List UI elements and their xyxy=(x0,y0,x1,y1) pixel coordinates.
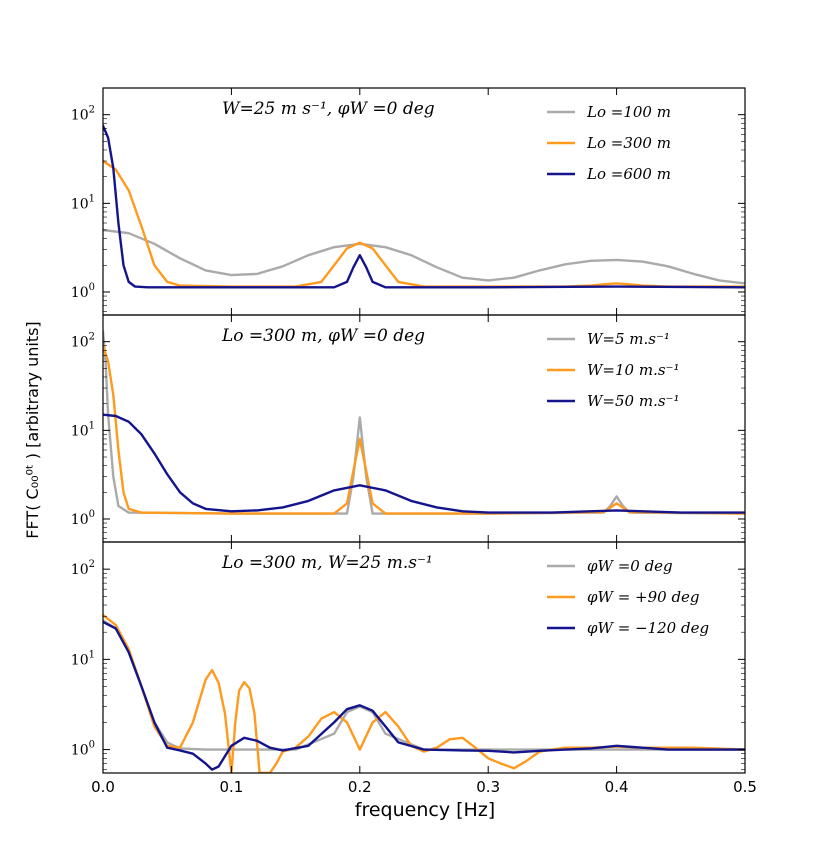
series-line-1 xyxy=(103,330,745,515)
x-tick-label: 0.4 xyxy=(605,778,629,796)
legend-entry: φW =0 deg xyxy=(587,557,673,575)
series-line-2 xyxy=(103,613,745,773)
y-tick-label: 100 xyxy=(71,740,95,759)
legend: φW =0 deg φW = +90 deg φW = −120 deg xyxy=(547,557,709,637)
x-tick-label: 0.5 xyxy=(733,778,757,796)
x-tick-label: 0.3 xyxy=(476,778,500,796)
x-tick-label: 0.1 xyxy=(219,778,243,796)
legend-entry: W=10 m.s⁻¹ xyxy=(587,361,679,379)
legend-entry: Lo =300 m xyxy=(586,134,671,152)
y-tick-label: 100 xyxy=(71,282,95,301)
legend-entry: Lo =100 m xyxy=(586,103,671,121)
panel-title: Lo =300 m, φW =0 deg xyxy=(221,326,425,346)
legend: Lo =100 m Lo =300 m Lo =600 m xyxy=(547,103,671,183)
series-group xyxy=(103,613,745,773)
x-tick-label: 0.0 xyxy=(91,778,115,796)
series-group xyxy=(103,330,745,515)
x-tick-label: 0.2 xyxy=(348,778,372,796)
y-tick-label: 102 xyxy=(71,559,95,578)
series-group xyxy=(103,124,745,289)
series-line-3 xyxy=(103,413,745,514)
panel-title: Lo =300 m, W=25 m.s⁻¹ xyxy=(221,553,433,573)
y-tick-label: 102 xyxy=(71,105,95,124)
y-tick-label: 100 xyxy=(71,509,95,528)
y-tick-label: 101 xyxy=(71,193,95,212)
x-axis-label: frequency [Hz] xyxy=(355,799,495,821)
legend-entry: Lo =600 m xyxy=(586,165,671,183)
series-line-1 xyxy=(103,228,745,285)
panel-frame xyxy=(102,541,746,774)
y-tick-label: 101 xyxy=(71,420,95,439)
panel-frame xyxy=(102,87,746,316)
series-line-3 xyxy=(103,620,745,771)
series-line-3 xyxy=(103,124,745,289)
series-line-2 xyxy=(103,159,745,288)
legend-entry: φW = +90 deg xyxy=(587,588,700,606)
y-tick-label: 102 xyxy=(71,332,95,351)
legend-entry: W=50 m.s⁻¹ xyxy=(587,392,679,410)
panel-title: W=25 m s⁻¹, φW =0 deg xyxy=(222,99,435,119)
legend: W=5 m.s⁻¹ W=10 m.s⁻¹ W=50 m.s⁻¹ xyxy=(547,330,679,410)
series-line-1 xyxy=(103,619,745,751)
y-axis-label: FFT( C₀₀⁰ᵗ ) [arbitrary units] xyxy=(23,321,42,538)
y-tick-label: 101 xyxy=(71,649,95,668)
legend-entry: φW = −120 deg xyxy=(587,619,709,637)
legend-entry: W=5 m.s⁻¹ xyxy=(587,330,670,348)
panel-frame xyxy=(102,314,746,543)
